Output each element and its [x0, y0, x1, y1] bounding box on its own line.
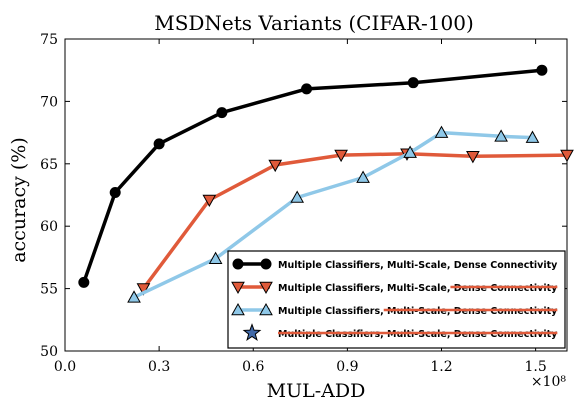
legend-marker	[233, 259, 243, 269]
x-tick-label: 0.9	[336, 359, 358, 375]
data-point	[154, 139, 164, 149]
x-axis-label: MUL-ADD	[267, 380, 366, 402]
y-tick-label: 55	[40, 282, 58, 298]
y-tick-label: 75	[40, 32, 58, 48]
legend-marker	[261, 259, 271, 269]
x-tick-label: 0.0	[54, 359, 76, 375]
y-tick-label: 50	[40, 344, 58, 360]
y-axis-label: accuracy (%)	[8, 137, 30, 263]
legend-item: Multiple Classifiers, Multi-Scale, Dense…	[232, 304, 558, 317]
data-point	[217, 108, 227, 118]
chart-title: MSDNets Variants (CIFAR-100)	[154, 11, 474, 35]
y-tick-label: 60	[40, 219, 58, 235]
legend-item: Multiple Classifiers, Multi-Scale, Dense…	[232, 282, 558, 294]
legend-label: Multiple Classifiers, Multi-Scale, Dense…	[278, 283, 558, 294]
data-point	[79, 277, 89, 287]
x-tick-label: 0.3	[148, 359, 170, 375]
data-point	[408, 78, 418, 88]
y-tick-label: 70	[40, 94, 58, 110]
data-point	[110, 188, 120, 198]
legend: Multiple Classifiers, Multi-Scale, Dense…	[228, 251, 565, 348]
legend-label: Multiple Classifiers, Multi-Scale, Dense…	[278, 260, 558, 271]
x-tick-label: 0.6	[242, 359, 264, 375]
data-point	[302, 84, 312, 94]
x-tick-label: 1.5	[524, 359, 546, 375]
legend-label: Multiple Classifiers, Multi-Scale, Dense…	[278, 306, 558, 317]
x-multiplier: ×10⁸	[531, 374, 567, 390]
legend-item: Multiple Classifiers, Multi-Scale, Dense…	[233, 259, 558, 271]
y-tick-label: 65	[40, 157, 58, 173]
data-point	[537, 65, 547, 75]
x-tick-label: 1.2	[430, 359, 452, 375]
legend-label: Multiple Classifiers, Multi-Scale, Dense…	[278, 329, 558, 340]
